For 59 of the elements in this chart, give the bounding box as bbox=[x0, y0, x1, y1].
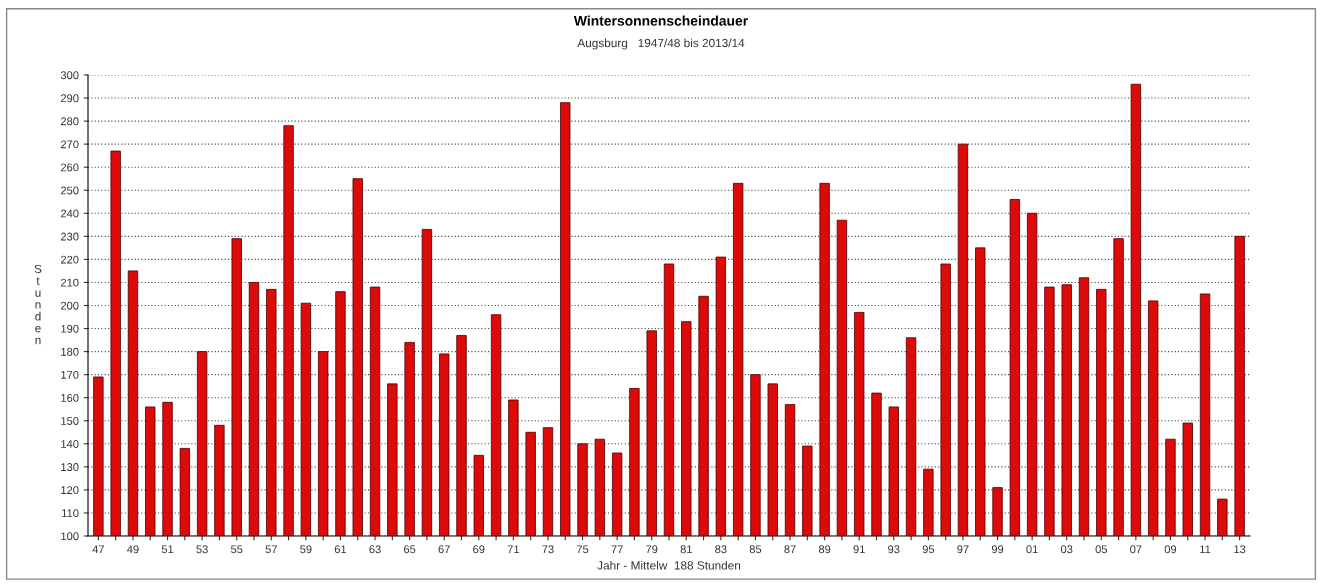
y-tick-label: 160 bbox=[61, 393, 79, 402]
y-tick-label: 200 bbox=[60, 301, 79, 310]
y-tick-label: 120 bbox=[61, 486, 79, 495]
x-tick-label: 91 bbox=[853, 545, 865, 554]
x-tick-label: 65 bbox=[404, 545, 416, 554]
y-tick-label: 280 bbox=[60, 117, 79, 126]
y-tick-label: 230 bbox=[60, 232, 79, 241]
x-tick-label: 51 bbox=[161, 545, 174, 554]
x-tick-label: 03 bbox=[1060, 545, 1073, 554]
y-tick-label: 300 bbox=[60, 71, 79, 80]
x-tick-label: 69 bbox=[473, 545, 485, 554]
x-tick-label: 05 bbox=[1095, 545, 1108, 554]
x-tick-label: 09 bbox=[1164, 545, 1177, 554]
x-tick-label: 93 bbox=[888, 545, 900, 554]
x-tick-label: 57 bbox=[265, 545, 277, 554]
y-tick-label: 290 bbox=[60, 94, 79, 103]
y-tick-label: 130 bbox=[61, 463, 79, 471]
x-tick-label: 11 bbox=[1200, 545, 1211, 554]
x-tick-label: 79 bbox=[646, 545, 658, 554]
chart-title: Wintersonnenscheindauer bbox=[573, 15, 748, 26]
y-tick-label: 210 bbox=[60, 278, 79, 287]
x-tick-label: 87 bbox=[784, 545, 796, 554]
x-tick-label: 85 bbox=[749, 545, 762, 554]
x-tick-label: 89 bbox=[818, 545, 831, 554]
y-tick-label: 220 bbox=[60, 255, 79, 264]
x-tick-label: 73 bbox=[542, 545, 554, 554]
x-tick-label: 75 bbox=[576, 545, 589, 554]
y-tick-label: 260 bbox=[60, 163, 79, 172]
x-tick-label: 61 bbox=[334, 545, 347, 554]
y-tick-label: 150 bbox=[61, 417, 79, 425]
y-tick-label: 270 bbox=[60, 140, 79, 149]
x-tick-label: 83 bbox=[715, 545, 727, 554]
y-tick-label: 100 bbox=[61, 532, 79, 541]
x-tick-label: 13 bbox=[1234, 545, 1246, 554]
x-axis-title: Jahr - Mittelw 188 Stunden bbox=[597, 560, 741, 570]
x-tick-label: 59 bbox=[300, 545, 312, 554]
x-tick-label: 81 bbox=[680, 545, 692, 554]
x-tick-label: 01 bbox=[1026, 545, 1038, 554]
x-tick-label: 55 bbox=[230, 545, 243, 554]
y-tick-label: 240 bbox=[60, 209, 79, 218]
x-tick-label: 53 bbox=[196, 545, 208, 554]
x-tick-label: 99 bbox=[991, 545, 1004, 554]
y-tick-label: 250 bbox=[60, 186, 79, 195]
x-tick-label: 49 bbox=[127, 545, 139, 554]
x-tick-label: 47 bbox=[92, 545, 104, 554]
y-tick-label: 180 bbox=[61, 347, 79, 356]
y-axis-title: Stunden bbox=[34, 264, 42, 345]
x-tick-label: 71 bbox=[507, 545, 520, 554]
y-tick-label: 110 bbox=[62, 509, 79, 518]
x-tick-label: 77 bbox=[611, 545, 623, 554]
x-tick-label: 07 bbox=[1130, 545, 1142, 554]
x-tick-label: 67 bbox=[438, 545, 450, 554]
x-tick-label: 63 bbox=[369, 545, 381, 554]
chart-subtitle: Augsburg 1947/48 bis 2013/14 bbox=[577, 38, 745, 50]
y-tick-label: 140 bbox=[61, 440, 79, 448]
x-tick-label: 95 bbox=[922, 545, 935, 554]
y-tick-label: 170 bbox=[61, 370, 79, 379]
y-tick-label: 190 bbox=[61, 324, 79, 333]
x-tick-label: 97 bbox=[957, 545, 969, 554]
